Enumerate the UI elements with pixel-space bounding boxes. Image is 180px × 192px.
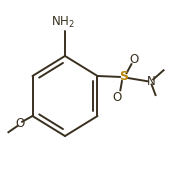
Text: S: S	[119, 70, 128, 84]
Text: O: O	[15, 117, 25, 130]
Text: N: N	[147, 75, 156, 88]
Text: O: O	[113, 91, 122, 104]
Text: NH$_2$: NH$_2$	[51, 15, 75, 30]
Text: O: O	[129, 53, 139, 66]
